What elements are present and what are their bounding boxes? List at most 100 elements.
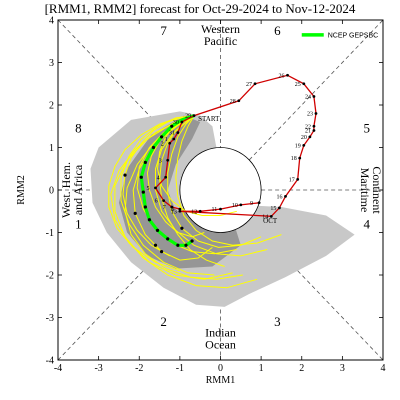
phase-number-6: 6 (274, 23, 281, 38)
phase-number-7: 7 (160, 23, 167, 38)
observed-day-label: 16 (277, 194, 283, 200)
observed-day-label: 6 (155, 199, 158, 205)
observed-day-label: 2 (161, 141, 164, 147)
oct-label: OCT (263, 217, 278, 225)
observed-point (237, 99, 241, 103)
observed-day-label: 17 (289, 177, 295, 183)
x-tick-label: -2 (135, 363, 143, 374)
observed-point (178, 207, 182, 211)
observed-day-label: 15 (270, 206, 276, 212)
observed-point (257, 201, 261, 205)
region-label-right: Maritime (358, 168, 372, 213)
ensemble-member-line (114, 115, 258, 289)
observed-point (302, 143, 306, 147)
phase-number-4: 4 (364, 216, 371, 231)
ensemble-marker (176, 243, 180, 247)
observed-day-label: 9 (250, 201, 253, 207)
ensemble-marker (153, 243, 158, 247)
observed-day-label: 27 (246, 82, 252, 88)
phase-number-8: 8 (75, 121, 82, 136)
ensemble-marker (170, 124, 174, 128)
x-tick-label: 3 (340, 363, 345, 374)
observed-day-label: 3 (159, 158, 162, 164)
observed-day-label: 30 (173, 120, 179, 126)
observed-point (170, 205, 174, 209)
observed-day-label: 10 (232, 203, 238, 209)
observed-point (314, 112, 318, 115)
x-tick-label: 0 (218, 363, 223, 374)
observed-point (176, 131, 180, 135)
y-tick-label: -4 (46, 356, 54, 367)
observed-point (154, 186, 157, 190)
observed-day-label: 31 (169, 131, 175, 137)
observed-day-label: 11 (212, 207, 218, 213)
ensemble-member-line (159, 115, 225, 267)
observed-day-label: 20 (301, 135, 307, 141)
observed-point (253, 82, 257, 86)
observed-point (239, 203, 243, 207)
x-axis-label: RMM1 (206, 375, 235, 386)
y-tick-label: 1 (49, 143, 54, 154)
observed-point (166, 158, 170, 162)
ensemble-member-line (167, 115, 262, 248)
ensemble-marker (159, 250, 164, 254)
phase-number-2: 2 (160, 314, 167, 329)
observed-day-label: 25 (295, 82, 301, 88)
observed-day-label: 18 (291, 156, 297, 162)
region-label-left: West. Hem. (59, 162, 73, 218)
phase-divider-line (248, 219, 384, 361)
x-tick-label: 1 (259, 363, 264, 374)
ensemble-marker (123, 173, 127, 177)
ensemble-marker (166, 237, 170, 241)
observed-day-label: 29 (185, 114, 191, 120)
observed-day-label: 12 (191, 209, 197, 215)
ensemble-marker (147, 218, 152, 222)
observed-day-label: 26 (279, 73, 285, 79)
observed-day-label: 19 (295, 143, 301, 149)
region-label-right: Continent (370, 166, 384, 214)
observed-day-label: 24 (305, 95, 311, 101)
ensemble-marker (151, 145, 156, 150)
observed-point (286, 73, 289, 77)
observed-day-label: 22 (305, 124, 311, 130)
ensemble-marker (139, 175, 143, 179)
x-tick-label: 2 (299, 363, 304, 374)
observed-point (312, 129, 316, 132)
ensemble-marker (155, 228, 160, 232)
observed-point (298, 156, 302, 160)
x-tick-label: -3 (94, 363, 102, 374)
observed-day-label: 23 (307, 112, 313, 118)
y-tick-label: -1 (46, 228, 54, 239)
ensemble-marker (143, 160, 147, 164)
y-tick-label: -2 (46, 271, 54, 282)
ensemble-marker (159, 135, 164, 139)
ensemble-member-line (110, 115, 233, 280)
ensemble-member-line (175, 115, 282, 246)
observed-point (302, 82, 306, 86)
phase-number-3: 3 (274, 314, 281, 329)
ensemble-marker (184, 243, 188, 247)
observed-point (284, 194, 287, 198)
ensemble-marker (180, 226, 184, 230)
y-axis-label: RMM2 (16, 175, 27, 204)
observed-day-label: 13 (171, 209, 177, 215)
ensemble-member-line (122, 115, 195, 257)
x-tick-label: -1 (176, 363, 184, 374)
y-tick-label: 4 (49, 16, 54, 27)
observed-point (269, 214, 273, 218)
chart-title: [RMM1, RMM2] forecast for Oct-29-2024 to… (45, 1, 356, 16)
observed-day-label: 14 (262, 214, 268, 220)
observed-point (180, 120, 184, 124)
y-tick-label: 2 (49, 101, 54, 112)
y-tick-label: -3 (46, 313, 54, 324)
ensemble-marker (143, 205, 147, 209)
observed-day-label: 21 (305, 129, 311, 135)
observed-point (192, 114, 196, 118)
ensemble-marker (133, 211, 137, 215)
observed-point (178, 209, 182, 213)
x-tick-label: 4 (381, 363, 386, 374)
observed-point (198, 209, 202, 213)
ensemble-marker (190, 239, 194, 243)
observed-point (312, 124, 316, 128)
